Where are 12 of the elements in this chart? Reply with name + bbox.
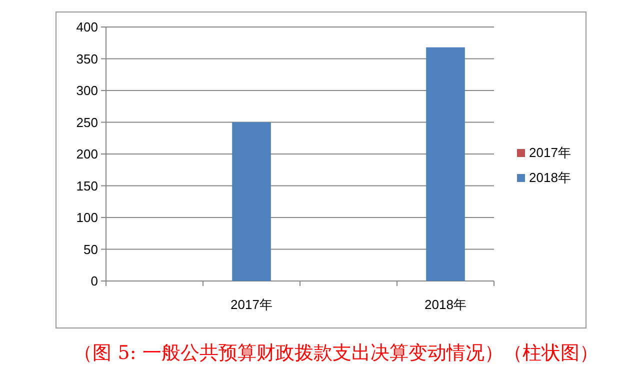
legend-label: 2017年 xyxy=(529,145,571,160)
y-tick-label: 350 xyxy=(76,51,98,66)
y-tick-label: 0 xyxy=(90,274,98,288)
y-tick-label: 50 xyxy=(84,242,98,257)
y-tick-label: 150 xyxy=(76,178,98,194)
y-tick-label: 100 xyxy=(76,210,98,225)
text: （图 5: 一般公共预算财政拨款支出决算变动情况）（柱状图） xyxy=(74,342,598,364)
y-tick-label: 250 xyxy=(76,114,98,130)
y-tick-label: 400 xyxy=(76,20,98,34)
legend-label: 2018年 xyxy=(529,170,571,185)
y-tick-label: 300 xyxy=(76,83,98,98)
y-tick-label: 200 xyxy=(76,146,98,162)
